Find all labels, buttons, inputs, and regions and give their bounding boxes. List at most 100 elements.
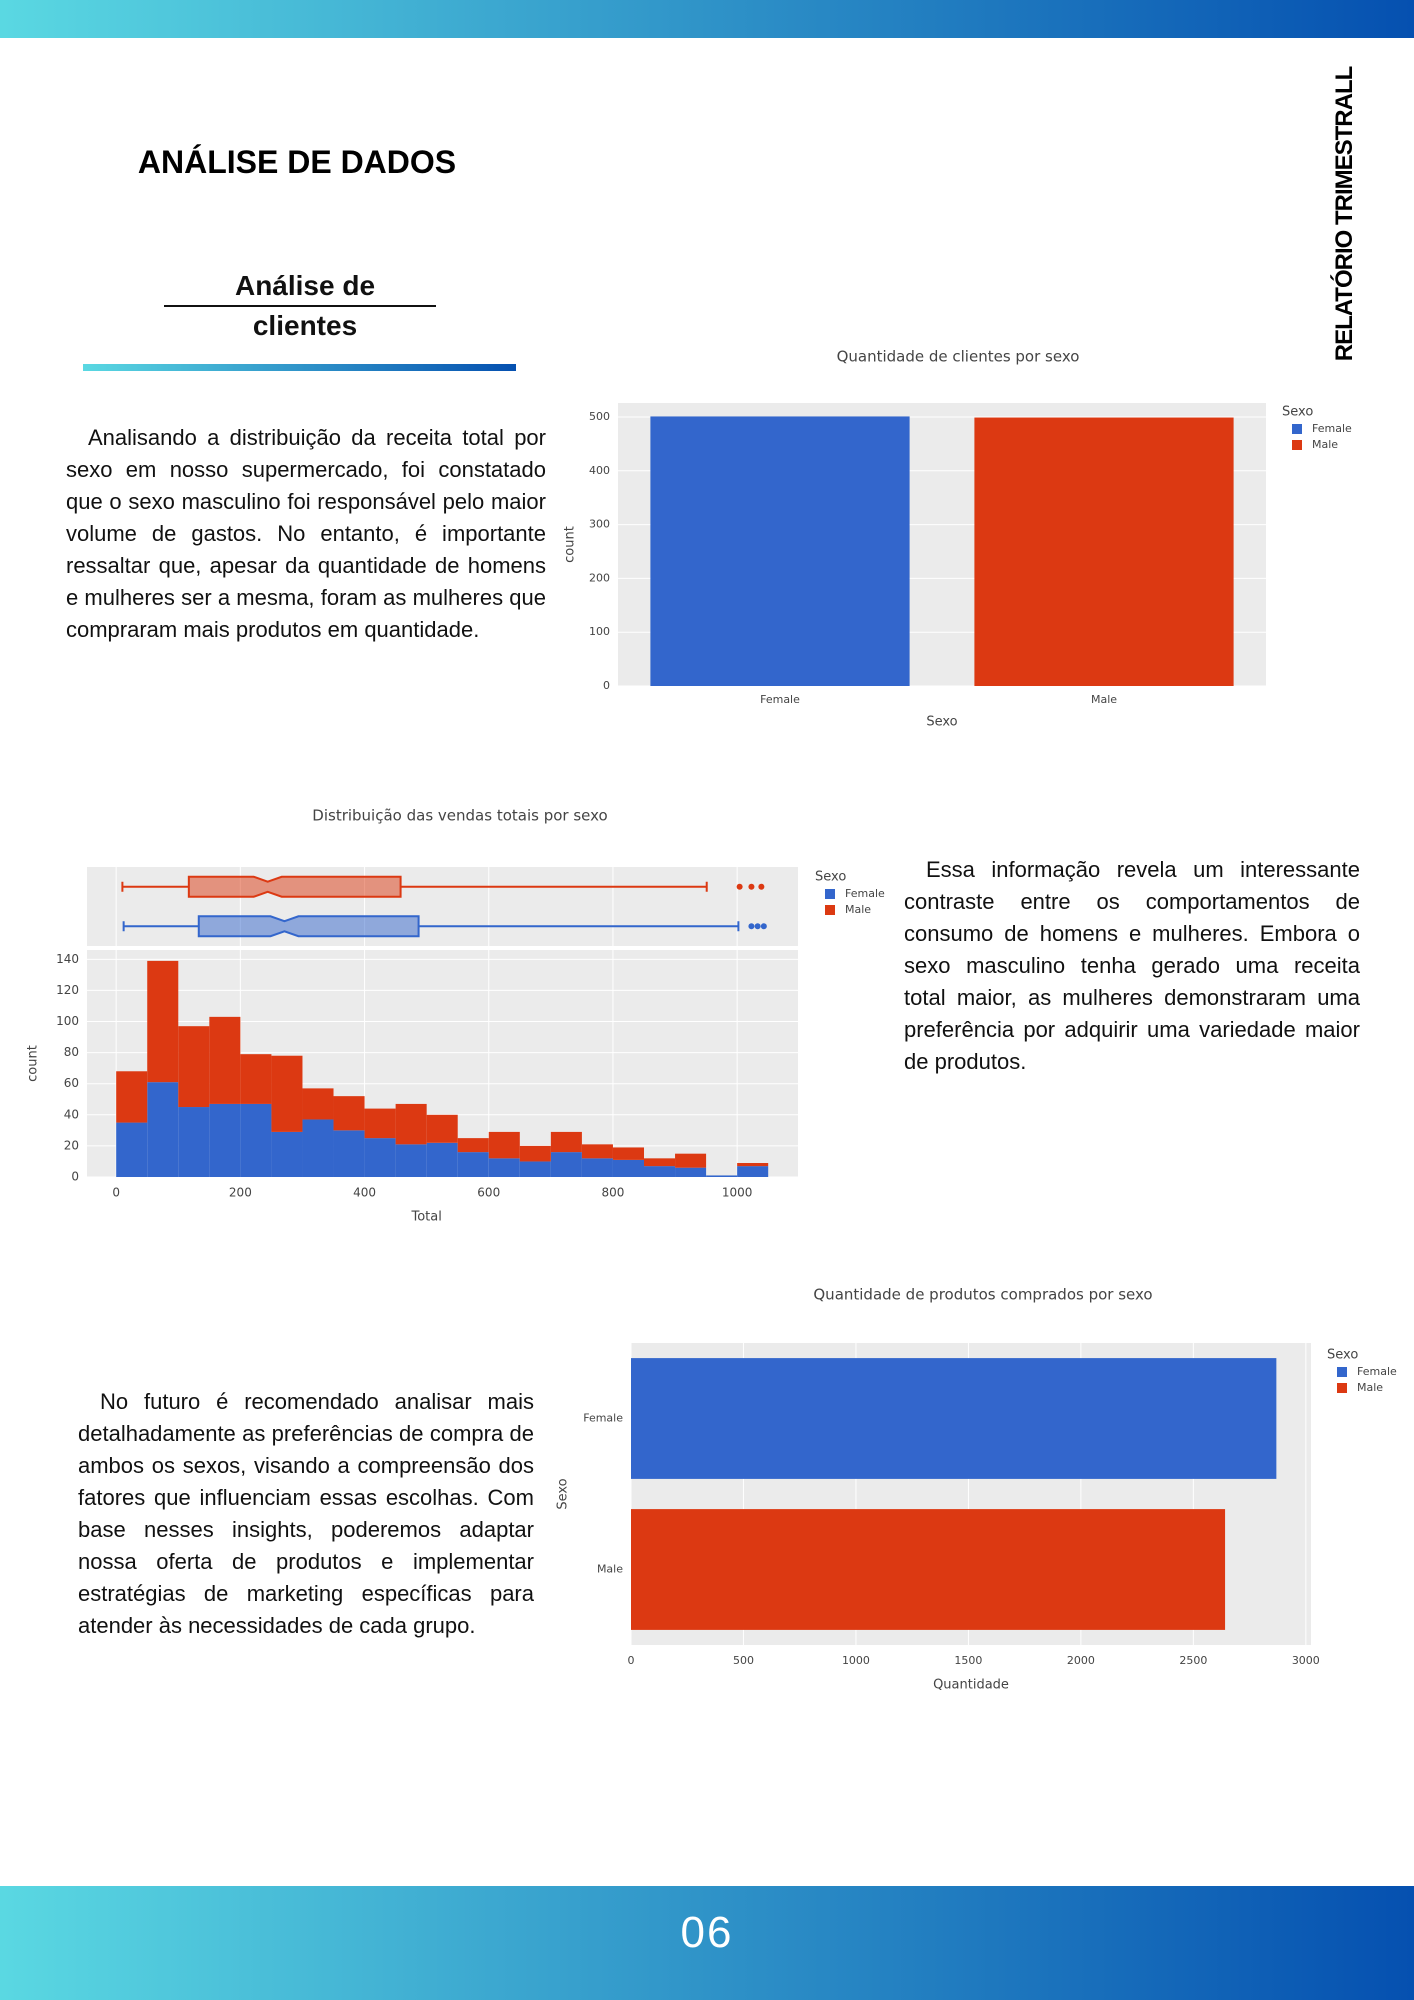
outlier	[754, 923, 761, 930]
y-axis-label: Sexo	[556, 1478, 571, 1509]
legend-label: Female	[845, 887, 885, 900]
histogram-bar	[395, 1103, 427, 1145]
section-title: Análise de clientes	[234, 270, 376, 341]
x-tick-label: 2500	[1179, 1654, 1207, 1667]
x-axis-label: Quantidade	[933, 1678, 1009, 1693]
box-whisker	[121, 881, 189, 892]
histogram-bar	[333, 1096, 365, 1131]
legend-label: Male	[1357, 1381, 1383, 1394]
histogram-bar	[550, 1131, 582, 1153]
x-tick-label: 1000	[722, 1186, 753, 1200]
y-tick-label: 0	[71, 1170, 79, 1184]
x-axis-label: Sexo	[926, 715, 957, 730]
chart-title: Quantidade de produtos comprados por sex…	[813, 1286, 1152, 1304]
box-whisker	[400, 881, 708, 892]
x-axis-label: Total	[410, 1210, 441, 1225]
histogram-bar	[302, 1119, 334, 1177]
y-axis-label: count	[26, 1045, 41, 1082]
x-tick-label: 1000	[842, 1654, 870, 1667]
histogram-bar	[364, 1138, 396, 1177]
histogram-bar	[519, 1161, 551, 1177]
top-band	[0, 0, 1414, 38]
legend-swatch	[825, 905, 835, 915]
chart-title: Quantidade de clientes por sexo	[837, 348, 1080, 366]
bar	[631, 1358, 1277, 1479]
histogram-bar	[116, 1122, 148, 1177]
histogram-bar	[271, 1055, 303, 1132]
legend-swatch	[1292, 440, 1302, 450]
bottom-band	[0, 1886, 1414, 2000]
histogram-bar	[644, 1158, 676, 1167]
x-tick-label: Male	[1091, 693, 1117, 706]
histogram-bar	[675, 1153, 707, 1168]
legend-swatch	[1337, 1383, 1347, 1393]
chart-title: Distribuição das vendas totais por sexo	[312, 807, 607, 825]
histogram-bar	[178, 1107, 210, 1177]
y-tick-label: 80	[64, 1045, 79, 1059]
page-title: ANÁLISE DE DADOS	[137, 144, 457, 180]
histogram-bar	[147, 960, 179, 1083]
x-tick-label: 500	[733, 1654, 754, 1667]
outlier	[760, 923, 767, 930]
histogram-bar	[488, 1131, 520, 1159]
x-tick-label: 0	[628, 1654, 635, 1667]
y-tick-label: 0	[603, 679, 610, 692]
bar	[631, 1509, 1226, 1630]
legend-label: Male	[845, 903, 871, 916]
box	[187, 875, 402, 898]
histogram-bar	[457, 1138, 489, 1153]
outlier	[736, 883, 743, 890]
y-tick-label: 100	[56, 1014, 79, 1028]
histogram-bar	[644, 1166, 676, 1177]
y-tick-label: Male	[597, 1563, 623, 1576]
y-tick-label: 400	[589, 464, 610, 477]
histogram-bar	[488, 1158, 520, 1177]
histogram-bar	[675, 1167, 707, 1177]
histogram-bar	[178, 1026, 210, 1108]
y-tick-label: 200	[589, 571, 610, 584]
x-tick-label: 1500	[954, 1654, 982, 1667]
y-tick-label: 40	[64, 1107, 79, 1121]
gradient-rule	[83, 364, 516, 371]
bar	[974, 417, 1234, 686]
histogram-bar	[364, 1108, 396, 1139]
histogram-bar	[209, 1103, 241, 1177]
legend-title: Sexo	[1327, 1348, 1358, 1363]
histogram-bar	[240, 1103, 272, 1177]
histogram-bar	[706, 1175, 738, 1177]
histogram-bar	[116, 1071, 148, 1123]
histogram-bar	[395, 1144, 427, 1177]
x-tick-label: 200	[229, 1186, 252, 1200]
histogram-bar	[612, 1147, 645, 1160]
x-tick-label: 3000	[1292, 1654, 1320, 1667]
title-rule	[164, 305, 436, 307]
histogram-bar	[581, 1144, 613, 1159]
histogram-bar	[271, 1131, 303, 1177]
histogram-bar	[581, 1158, 613, 1177]
box	[197, 915, 420, 938]
box-whisker	[122, 921, 199, 932]
histogram-bar	[737, 1166, 769, 1177]
paragraph: No futuro é recomendado analisar mais de…	[78, 1389, 534, 1638]
y-axis-label: count	[563, 526, 578, 563]
outlier	[748, 883, 755, 890]
histogram-bar	[147, 1082, 179, 1177]
legend-title: Sexo	[1282, 405, 1313, 420]
histogram-bar	[426, 1142, 458, 1177]
legend-label: Female	[1312, 422, 1352, 435]
histogram-bar	[240, 1054, 272, 1104]
legend-swatch	[825, 889, 835, 899]
page-number: 06	[680, 1908, 734, 1957]
x-tick-label: Female	[760, 693, 800, 706]
legend-label: Male	[1312, 438, 1338, 451]
histogram-bar	[426, 1114, 458, 1143]
histogram-bar	[209, 1016, 241, 1104]
histogram-bar	[302, 1088, 334, 1120]
histogram-bar	[612, 1159, 645, 1177]
legend-swatch	[1292, 424, 1302, 434]
x-tick-label: 800	[602, 1186, 625, 1200]
histogram-bar	[519, 1145, 551, 1162]
legend-label: Female	[1357, 1365, 1397, 1378]
x-tick-label: 0	[112, 1186, 120, 1200]
